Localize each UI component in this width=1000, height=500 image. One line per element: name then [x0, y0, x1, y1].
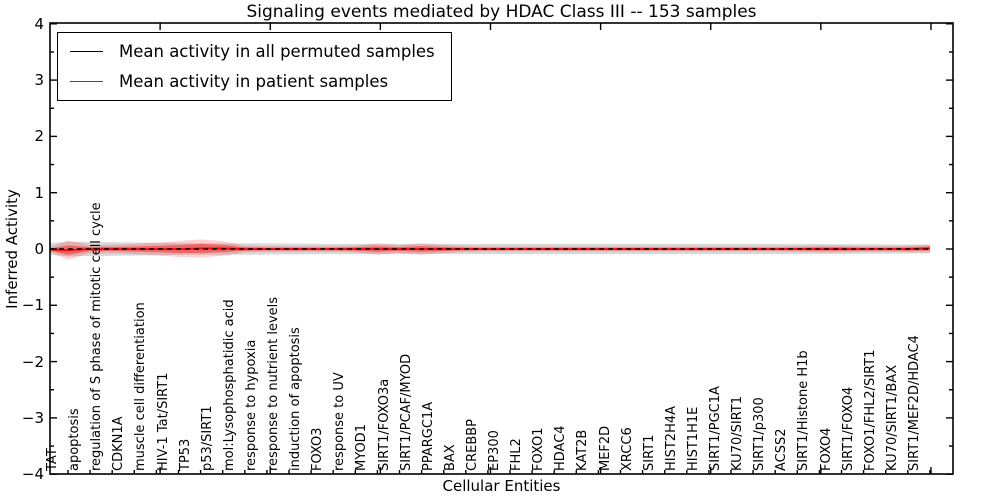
x-tick-label: SIRT1/p300 — [752, 397, 768, 471]
x-tick-label: response to nutrient levels — [266, 296, 281, 471]
x-tick-label: ACSS2 — [774, 428, 790, 471]
y-tick-label: −1 — [21, 296, 44, 315]
legend-label: Mean activity in all permuted samples — [119, 42, 435, 61]
x-tick-label: FOXO1 — [531, 427, 547, 471]
x-tick-label: MYOD1 — [354, 424, 370, 471]
x-tick-label: FOXO3 — [310, 427, 326, 471]
x-tick-label: CDKN1A — [111, 416, 127, 471]
x-tick-label: mol:Lysophosphatidic acid — [221, 299, 237, 471]
x-tick-label: SIRT1/PGC1A — [708, 386, 723, 471]
x-tick-label: HIST1H1E — [685, 406, 701, 471]
legend-label: Mean activity in patient samples — [119, 72, 389, 91]
x-axis-title: Cellular Entities — [442, 477, 561, 495]
x-tick-label: SIRT1/PCAF/MYOD — [398, 353, 414, 471]
legend-item-permuted: Mean activity in all permuted samples — [70, 42, 435, 61]
x-tick-label: SIRT1/MEF2D/HDAC4 — [906, 335, 922, 471]
x-tick-label: SIRT1/Histone H1b — [796, 350, 812, 471]
x-tick-label: HIV-1 Tat/SIRT1 — [155, 372, 171, 471]
x-tick-label: EP300 — [487, 430, 502, 471]
x-tick-label: FHL2 — [509, 438, 525, 471]
y-tick-label: 0 — [34, 240, 44, 258]
chart-title: Signaling events mediated by HDAC Class … — [246, 2, 757, 22]
x-tick-label: KU70/SIRT1 — [730, 396, 746, 471]
y-tick-label: −2 — [21, 352, 44, 371]
x-tick-label: MEF2D — [597, 425, 613, 471]
x-tick-label: apoptosis — [67, 408, 83, 471]
x-tick-label: CREBBP — [464, 419, 480, 471]
x-tick-label: TP53 — [177, 438, 193, 471]
x-tick-label: BAX — [442, 444, 458, 471]
x-tick-label: KU70/SIRT1/BAX — [884, 364, 900, 471]
legend: Mean activity in all permuted samples Me… — [57, 32, 452, 101]
y-tick-label: 4 — [34, 14, 44, 33]
x-tick-label: SIRT1/FOXO4 — [840, 386, 856, 471]
y-tick-label: −4 — [21, 465, 44, 484]
x-tick-label: XRCC6 — [619, 427, 635, 471]
x-tick-label: HIST2H4A — [663, 405, 679, 471]
x-tick-label: FOXO4 — [818, 427, 834, 471]
x-tick-label: response to UV — [332, 372, 348, 471]
legend-line-red — [70, 81, 103, 82]
x-tick-label: SIRT1 — [641, 434, 657, 471]
x-tick-label: HDAC4 — [553, 425, 569, 471]
x-tick-label: KAT2B — [575, 429, 591, 471]
y-tick-label: 3 — [34, 71, 44, 90]
x-tick-label: muscle cell differentiation — [133, 302, 149, 471]
legend-item-patient: Mean activity in patient samples — [70, 72, 435, 91]
y-tick-label: 1 — [34, 183, 44, 202]
x-tick-label: regulation of S phase of mitotic cell cy… — [89, 202, 105, 471]
x-tick-label: TAT — [45, 448, 60, 471]
x-tick-label: SIRT1/FOXO3a — [376, 378, 392, 471]
legend-line-black — [70, 51, 103, 52]
x-tick-label: FOXO1/FHL2/SIRT1 — [862, 349, 878, 471]
x-tick-label: induction of apoptosis — [288, 327, 304, 471]
y-tick-label: −3 — [21, 408, 44, 427]
x-tick-label: response to hypoxia — [243, 339, 259, 471]
y-tick-label: 2 — [34, 127, 44, 146]
x-tick-label: p53/SIRT1 — [199, 405, 215, 471]
x-tick-label: PPARGC1A — [420, 401, 436, 471]
